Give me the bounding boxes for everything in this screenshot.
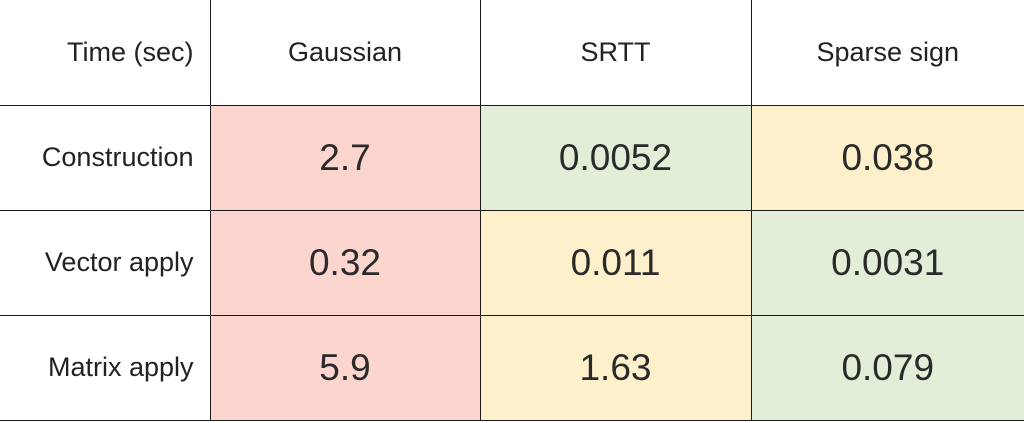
table-row-matrix-apply: Matrix apply 5.9 1.63 0.079 xyxy=(0,314,1024,422)
table-row-vector-apply: Vector apply 0.32 0.011 0.0031 xyxy=(0,209,1024,316)
cell-construction-gaussian: 2.7 xyxy=(209,104,481,211)
row-header-construction: Construction xyxy=(0,104,211,211)
cell-vector-apply-sparse-sign: 0.0031 xyxy=(750,209,1024,316)
cell-construction-srtt: 0.0052 xyxy=(479,104,752,211)
cell-matrix-apply-gaussian: 5.9 xyxy=(209,314,481,422)
corner-header: Time (sec) xyxy=(0,0,211,106)
row-header-matrix-apply: Matrix apply xyxy=(0,314,211,422)
column-header-gaussian: Gaussian xyxy=(209,0,481,106)
column-header-sparse-sign: Sparse sign xyxy=(750,0,1024,106)
cell-vector-apply-srtt: 0.011 xyxy=(479,209,752,316)
column-header-srtt: SRTT xyxy=(479,0,752,106)
cell-vector-apply-gaussian: 0.32 xyxy=(209,209,481,316)
cell-matrix-apply-sparse-sign: 0.079 xyxy=(750,314,1024,422)
cell-matrix-apply-srtt: 1.63 xyxy=(479,314,752,422)
row-header-vector-apply: Vector apply xyxy=(0,209,211,316)
header-row: Time (sec) Gaussian SRTT Sparse sign xyxy=(0,0,1024,106)
table-row-construction: Construction 2.7 0.0052 0.038 xyxy=(0,104,1024,211)
cell-construction-sparse-sign: 0.038 xyxy=(750,104,1024,211)
